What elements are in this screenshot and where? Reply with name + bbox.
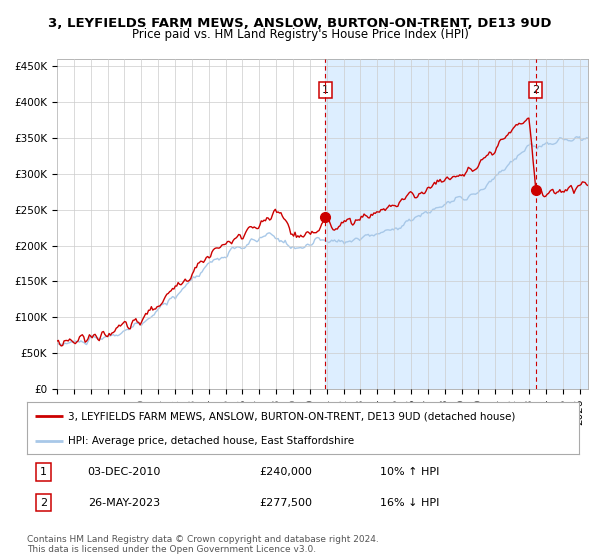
- Text: 16% ↓ HPI: 16% ↓ HPI: [380, 497, 440, 507]
- Text: 10% ↑ HPI: 10% ↑ HPI: [380, 467, 440, 477]
- Text: £277,500: £277,500: [259, 497, 312, 507]
- Text: 26-MAY-2023: 26-MAY-2023: [88, 497, 160, 507]
- Text: Price paid vs. HM Land Registry's House Price Index (HPI): Price paid vs. HM Land Registry's House …: [131, 28, 469, 41]
- Text: 03-DEC-2010: 03-DEC-2010: [88, 467, 161, 477]
- Bar: [325, 59, 588, 389]
- Text: 3, LEYFIELDS FARM MEWS, ANSLOW, BURTON-ON-TRENT, DE13 9UD: 3, LEYFIELDS FARM MEWS, ANSLOW, BURTON-O…: [48, 17, 552, 30]
- Text: HPI: Average price, detached house, East Staffordshire: HPI: Average price, detached house, East…: [68, 436, 355, 446]
- Text: £240,000: £240,000: [259, 467, 312, 477]
- Text: 1: 1: [40, 467, 47, 477]
- Text: Contains HM Land Registry data © Crown copyright and database right 2024.
This d: Contains HM Land Registry data © Crown c…: [27, 535, 379, 554]
- Text: 1: 1: [322, 85, 329, 95]
- Text: 3, LEYFIELDS FARM MEWS, ANSLOW, BURTON-ON-TRENT, DE13 9UD (detached house): 3, LEYFIELDS FARM MEWS, ANSLOW, BURTON-O…: [68, 411, 516, 421]
- Text: 2: 2: [40, 497, 47, 507]
- Text: 2: 2: [532, 85, 539, 95]
